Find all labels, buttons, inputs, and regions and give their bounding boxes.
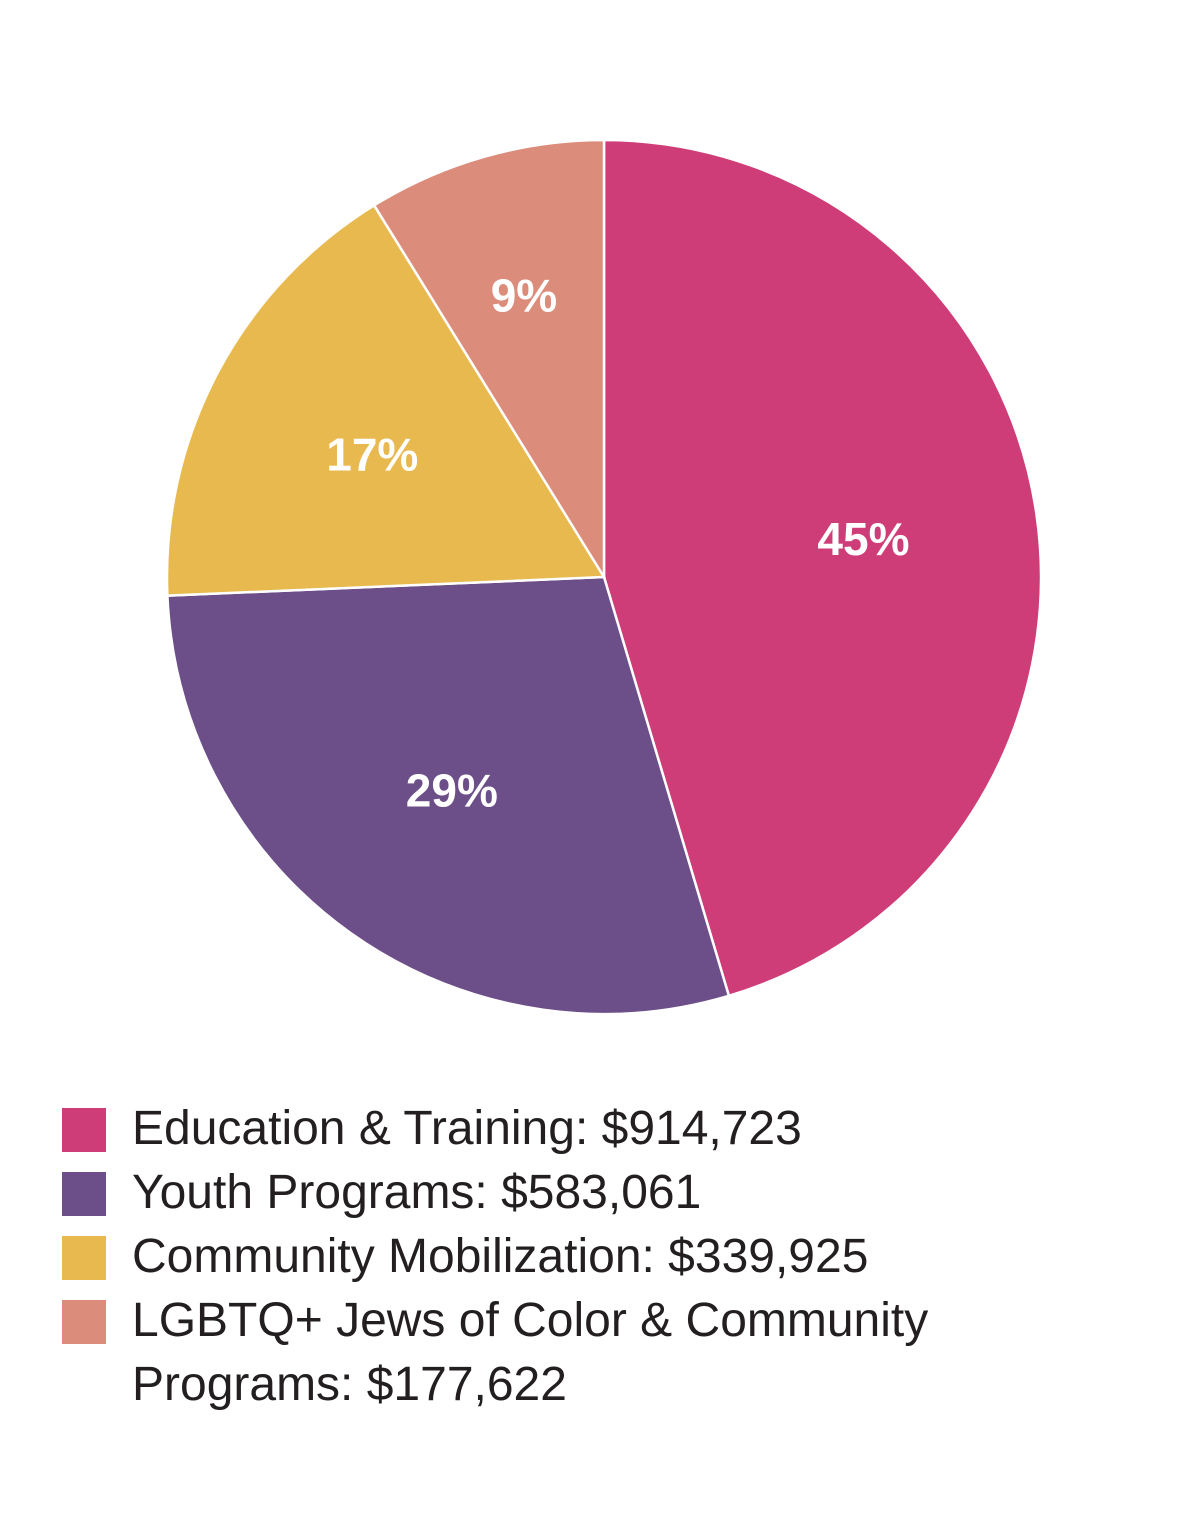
pie-chart: 45% 29% 17% 9%	[165, 138, 1043, 1016]
legend-item-education-training: Education & Training: $914,723	[62, 1097, 1142, 1161]
legend-swatch	[62, 1172, 106, 1216]
pie-slice-lgbtq-jews-of-color-community-programs	[372, 138, 606, 582]
legend-label: Youth Programs: $583,061	[132, 1166, 702, 1219]
legend-item-community-mobilization: Community Mobilization: $339,925	[62, 1225, 1142, 1289]
pie-slice-community-mobilization	[165, 203, 607, 597]
pie-labels: 45% 29% 17% 9%	[326, 269, 909, 816]
legend-label: Community Mobilization: $339,925	[132, 1230, 869, 1283]
pie-slice-percent-label: 45%	[817, 513, 909, 565]
legend-item-lgbtq-jews-of-color: LGBTQ+ Jews of Color & Community Program…	[62, 1289, 1142, 1417]
legend-swatch	[62, 1236, 106, 1280]
pie-slice-percent-label: 17%	[326, 428, 418, 480]
pie-slices	[165, 138, 1043, 1016]
legend-swatch	[62, 1300, 106, 1344]
pie-slice-percent-label: 9%	[491, 269, 557, 321]
legend-label: LGBTQ+ Jews of Color & Community Program…	[132, 1294, 929, 1411]
legend-swatch	[62, 1108, 106, 1152]
pie-slice-education-training	[602, 138, 1043, 998]
pie-slice-youth-programs	[166, 575, 731, 1016]
pie-slice-percent-label: 29%	[406, 765, 498, 817]
legend: Education & Training: $914,723 Youth Pro…	[62, 1097, 1142, 1417]
legend-label: Education & Training: $914,723	[132, 1102, 802, 1155]
legend-item-youth-programs: Youth Programs: $583,061	[62, 1161, 1142, 1225]
